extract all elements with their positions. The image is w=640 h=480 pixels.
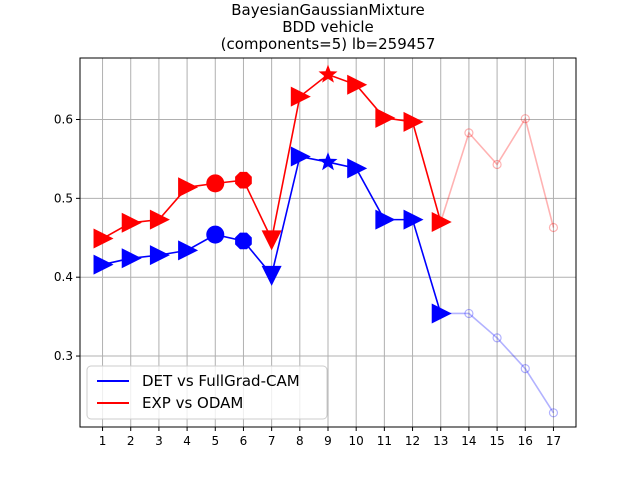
x-tick-label: 17 [546, 434, 561, 448]
data-point-exp-faded [492, 159, 502, 170]
x-tick-label: 2 [127, 434, 135, 448]
legend-label-exp: EXP vs ODAM [142, 394, 243, 412]
legend-label-det: DET vs FullGrad-CAM [142, 372, 300, 390]
data-point-det [318, 152, 338, 171]
legend: DET vs FullGrad-CAM EXP vs ODAM [86, 365, 328, 420]
x-tick-label: 6 [240, 434, 248, 448]
data-point-exp-faded [520, 114, 530, 124]
data-point-det-faded [464, 308, 474, 319]
data-point-det-faded [548, 408, 559, 418]
y-tick-label: 0.5 [54, 191, 73, 205]
x-tick-label: 7 [268, 434, 276, 448]
chart-title-line-2: BDD vehicle [282, 18, 374, 36]
data-point-exp [261, 230, 282, 251]
data-point-exp [149, 209, 170, 230]
x-tick-label: 14 [461, 434, 476, 448]
data-point-det-faded [520, 364, 530, 374]
y-tick-label: 0.6 [54, 113, 73, 127]
data-point-det [290, 146, 311, 167]
y-tick-label: 0.4 [54, 270, 73, 284]
x-tick-label: 12 [405, 434, 420, 448]
data-point-det [403, 209, 424, 230]
data-point-det [206, 225, 225, 244]
data-point-det [375, 209, 396, 230]
series-layer [93, 64, 559, 418]
x-tick-label: 5 [211, 434, 219, 448]
data-point-exp-faded [548, 222, 559, 233]
x-tick-label: 1 [99, 434, 107, 448]
legend-box [86, 365, 328, 420]
data-point-exp [431, 212, 452, 232]
data-point-exp [178, 177, 199, 198]
data-point-det-faded [492, 333, 502, 343]
x-tick-label: 8 [296, 434, 304, 448]
x-tick-label: 9 [324, 434, 332, 448]
data-point-exp [206, 174, 225, 193]
data-point-exp [93, 228, 114, 249]
x-tick-label: 15 [489, 434, 504, 448]
data-point-det [235, 232, 252, 250]
data-point-det [261, 265, 282, 286]
data-point-exp [347, 74, 368, 95]
data-point-exp [290, 86, 311, 107]
x-tick-label: 10 [349, 434, 364, 448]
tick-layer: 1 2 3 4 5 6 7 8 9 10 11 12 13 14 15 16 170.30.40.50.6 [54, 113, 561, 449]
x-tick-label: 3 [155, 434, 163, 448]
data-point-exp [318, 64, 338, 83]
chart-title-line-1: BayesianGaussianMixture [231, 1, 425, 19]
data-point-det [121, 248, 142, 269]
x-tick-label: 11 [377, 434, 392, 448]
x-tick-label: 16 [518, 434, 533, 448]
data-point-exp-faded [464, 128, 474, 138]
data-point-det [93, 254, 114, 275]
x-tick-label: 13 [433, 434, 448, 448]
series-line-exp-faded [439, 116, 555, 228]
data-point-det [178, 240, 199, 261]
data-point-exp [235, 171, 252, 189]
data-point-exp [403, 111, 424, 132]
grid-layer [80, 58, 576, 427]
x-tick-label: 4 [183, 434, 191, 448]
chart-title-line-3: (components=5) lb=259457 [221, 35, 436, 53]
data-point-det [431, 303, 452, 324]
data-point-det [149, 245, 170, 266]
y-tick-label: 0.3 [54, 349, 73, 363]
data-point-exp [121, 212, 142, 233]
series-line-det-faded [440, 312, 555, 414]
data-point-det [347, 158, 368, 179]
data-point-exp [375, 107, 396, 128]
